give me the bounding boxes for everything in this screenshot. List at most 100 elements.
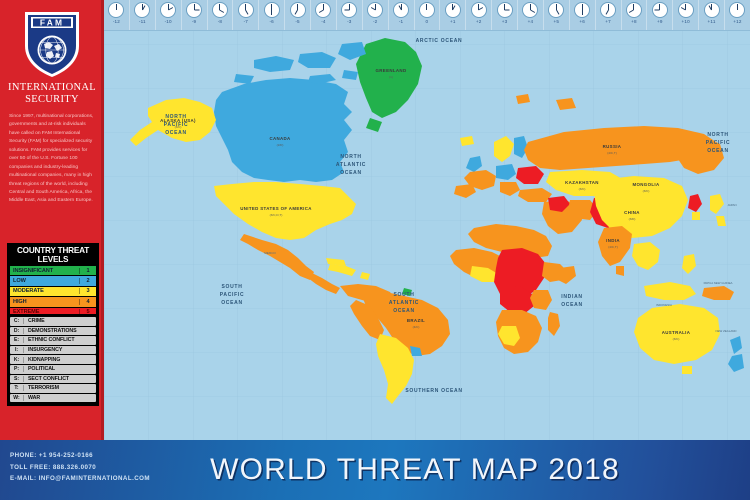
island-iceland	[460, 136, 474, 146]
threat-code-terrorism[interactable]: T: TERRORISM	[10, 384, 96, 393]
svg-text:(4/C,T): (4/C,T)	[608, 245, 618, 249]
timezone-label: +7	[605, 19, 611, 24]
timezone-cell-+11: +11	[699, 0, 725, 30]
svg-text:NEW ZEALAND: NEW ZEALAND	[716, 329, 737, 333]
country-label-mongolia: MONGOLIA (3/C)	[633, 182, 660, 193]
timezone-cell--6: -6	[259, 0, 286, 30]
threat-code-insurgency[interactable]: I: INSURGENCY	[10, 345, 96, 355]
svg-text:OCEAN: OCEAN	[561, 302, 583, 308]
country-peru-bolivia	[350, 300, 384, 340]
country-label-mexico: MEXICO	[264, 251, 276, 255]
clock-icon	[367, 2, 384, 18]
svg-text:CANADA: CANADA	[269, 136, 291, 141]
country-label-australia: AUSTRALIA (3/C)	[662, 330, 691, 341]
clock-icon	[496, 2, 513, 18]
svg-text:(3/C,D,T): (3/C,D,T)	[270, 213, 283, 217]
timezone-label: +3	[501, 19, 508, 24]
threat-code-kidnapping[interactable]: K: KIDNAPPING	[10, 355, 96, 364]
threat-code-key: T:	[10, 385, 24, 392]
country-label-canada: CANADA (2/D)	[269, 136, 291, 147]
country-finland-sweden	[514, 136, 528, 158]
ocean-label-north-pacific-east: NORTH PACIFIC OCEAN	[706, 132, 730, 154]
svg-text:(3/C): (3/C)	[175, 125, 182, 129]
timezone-cell--11: -11	[130, 0, 156, 30]
country-turkey	[518, 188, 552, 202]
threat-code-ethnic-conflict[interactable]: E: ETHNIC CONFLICT	[10, 336, 96, 345]
country-sahel-nigeria	[470, 266, 498, 282]
contact-email[interactable]: E-MAIL: INFO@FAMINTERNATIONAL.COM	[10, 475, 151, 482]
threat-level-label: INSIGNIFICANT	[13, 267, 54, 274]
svg-text:OCEAN: OCEAN	[221, 300, 243, 306]
timezone-label: -10	[164, 19, 172, 24]
island-novaya-zemlya	[556, 98, 576, 110]
country-iraq-syria-extreme	[548, 196, 570, 212]
timezone-label: +8	[631, 19, 637, 24]
timezone-label: -7	[243, 19, 249, 24]
threat-level-value: 3	[79, 288, 96, 295]
country-label-greenland: GREENLAND (1)	[376, 68, 407, 79]
svg-text:INDIA: INDIA	[606, 238, 620, 243]
svg-text:KAZAKHSTAN: KAZAKHSTAN	[565, 180, 599, 185]
timezone-label: -11	[138, 19, 146, 24]
island-svalbard	[516, 94, 530, 104]
threat-level-low[interactable]: LOW 2	[10, 276, 96, 286]
svg-text:(1): (1)	[389, 75, 393, 79]
timezone-label: +1	[449, 19, 456, 24]
clock-icon	[470, 2, 487, 18]
svg-text:PACIFIC: PACIFIC	[164, 122, 189, 128]
threat-code-key: D:	[10, 327, 24, 334]
country-japan	[710, 194, 726, 226]
threat-code-political[interactable]: P: POLITICAL	[10, 364, 96, 374]
threat-level-value: 5	[79, 309, 96, 316]
timezone-label: -4	[321, 19, 326, 24]
country-drc-extreme	[500, 286, 534, 314]
world-map[interactable]: ARCTIC OCEAN NORTH PACIFIC OCEAN NORTH A…	[104, 0, 750, 440]
clock-icon	[548, 2, 565, 18]
country-iberia	[454, 184, 476, 198]
timezone-cell-+1: +1	[440, 0, 467, 30]
threat-code-sect-conflict[interactable]: S: SECT CONFLICT	[10, 374, 96, 384]
country-russia	[524, 126, 716, 170]
country-ukraine-extreme	[516, 166, 544, 184]
threat-level-value: 4	[79, 298, 96, 305]
map-title: WORLD THREAT MAP 2018	[0, 440, 750, 500]
svg-text:ALASKA (USA): ALASKA (USA)	[160, 118, 196, 123]
ocean-label-southern: SOUTHERN OCEAN	[405, 388, 462, 394]
threat-code-key: E:	[10, 337, 24, 344]
country-chile-argentina	[376, 334, 414, 404]
threat-level-extreme[interactable]: EXTREME 5	[10, 307, 96, 317]
country-label-papua-new-guinea: PAPUA NEW GUINEA	[704, 281, 733, 285]
map-labels: ARCTIC OCEAN NORTH PACIFIC OCEAN NORTH A…	[160, 38, 736, 394]
threat-level-high[interactable]: HIGH 4	[10, 297, 96, 307]
timezone-label: -9	[191, 19, 197, 24]
threat-code-label: SECT CONFLICT	[28, 375, 70, 382]
svg-text:NORTH: NORTH	[707, 132, 728, 138]
threat-code-demonstrations[interactable]: D: DEMONSTRATIONS	[10, 326, 96, 336]
country-uruguay	[410, 346, 422, 356]
threat-code-crime[interactable]: C: CRIME	[10, 317, 96, 326]
threat-code-key: W:	[10, 395, 24, 402]
svg-text:(3/C): (3/C)	[643, 189, 650, 193]
clock-icon	[134, 2, 151, 18]
svg-text:OCEAN: OCEAN	[165, 130, 187, 136]
contact-phone[interactable]: PHONE: +1 954-252-0166	[10, 452, 93, 459]
clock-icon	[522, 2, 539, 18]
country-united-states	[214, 182, 356, 240]
threat-levels-title: COUNTRY THREAT LEVELS	[16, 246, 90, 264]
timezone-label: 0	[425, 19, 429, 24]
threat-level-moderate[interactable]: MODERATE 3	[10, 286, 96, 297]
threat-code-war[interactable]: W: WAR	[10, 393, 96, 403]
threat-code-key: P:	[10, 366, 24, 373]
svg-text:(4/C,T): (4/C,T)	[607, 151, 617, 155]
clock-icon	[729, 2, 746, 18]
clock-icon	[315, 2, 332, 18]
footer-bar: PHONE: +1 954-252-0166 TOLL FREE: 888.32…	[0, 440, 750, 500]
timezone-label: -5	[295, 19, 300, 24]
svg-text:SOUTH: SOUTH	[394, 292, 415, 298]
clock-icon	[418, 2, 435, 18]
contact-toll-free[interactable]: TOLL FREE: 888.326.0070	[10, 463, 97, 471]
country-brazil	[362, 292, 450, 356]
brand-name: INTERNATIONAL SECURITY	[0, 82, 104, 105]
timezone-cell-+5: +5	[544, 0, 570, 30]
threat-level-insignificant[interactable]: INSIGNIFICANT 1	[10, 266, 96, 276]
